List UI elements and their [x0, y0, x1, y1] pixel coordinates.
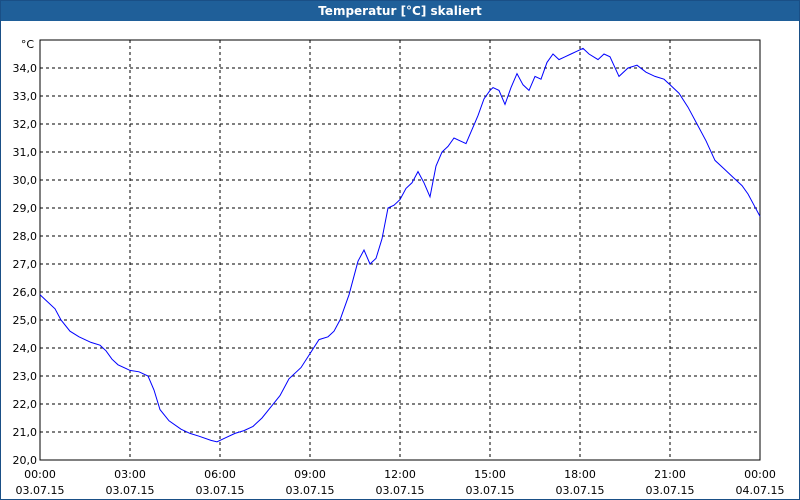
y-tick-label: 31,0 — [13, 146, 38, 159]
y-tick-label: 32,0 — [13, 118, 38, 131]
x-tick-time: 12:00 — [384, 468, 416, 481]
x-tick-date: 03.07.15 — [286, 484, 335, 497]
x-tick-time: 00:00 — [24, 468, 56, 481]
y-tick-label: 33,0 — [13, 90, 38, 103]
y-tick-label: 21,0 — [13, 426, 38, 439]
plot-area — [39, 39, 761, 461]
x-tick-date: 03.07.15 — [556, 484, 605, 497]
x-tick-time: 06:00 — [204, 468, 236, 481]
x-tick-time: 18:00 — [564, 468, 596, 481]
x-tick-time: 09:00 — [294, 468, 326, 481]
y-tick-label: 22,0 — [13, 398, 38, 411]
y-tick-label: 28,0 — [13, 230, 38, 243]
x-tick-date: 03.07.15 — [106, 484, 155, 497]
y-tick-label: 34,0 — [13, 62, 38, 75]
y-tick-label: 24,0 — [13, 342, 38, 355]
y-tick-label: 25,0 — [13, 314, 38, 327]
x-tick-time: 03:00 — [114, 468, 146, 481]
y-tick-label: 30,0 — [13, 174, 38, 187]
x-tick-date: 03.07.15 — [466, 484, 515, 497]
x-tick-time: 21:00 — [654, 468, 686, 481]
series-line-temperature — [39, 47, 761, 443]
x-tick-date: 03.07.15 — [376, 484, 425, 497]
y-tick-label: 29,0 — [13, 202, 38, 215]
chart-title: Temperatur [°C] skaliert — [1, 1, 799, 21]
y-axis-label: °C — [21, 38, 35, 51]
y-tick-label: 27,0 — [13, 258, 38, 271]
x-tick-date: 03.07.15 — [16, 484, 65, 497]
x-tick-time: 00:00 — [744, 468, 776, 481]
x-tick-date: 03.07.15 — [196, 484, 245, 497]
x-tick-time: 15:00 — [474, 468, 506, 481]
y-tick-label: 26,0 — [13, 286, 38, 299]
x-tick-date: 04.07.15 — [736, 484, 785, 497]
y-tick-label: 20,0 — [13, 454, 38, 467]
y-tick-label: 23,0 — [13, 370, 38, 383]
x-tick-date: 03.07.15 — [646, 484, 695, 497]
